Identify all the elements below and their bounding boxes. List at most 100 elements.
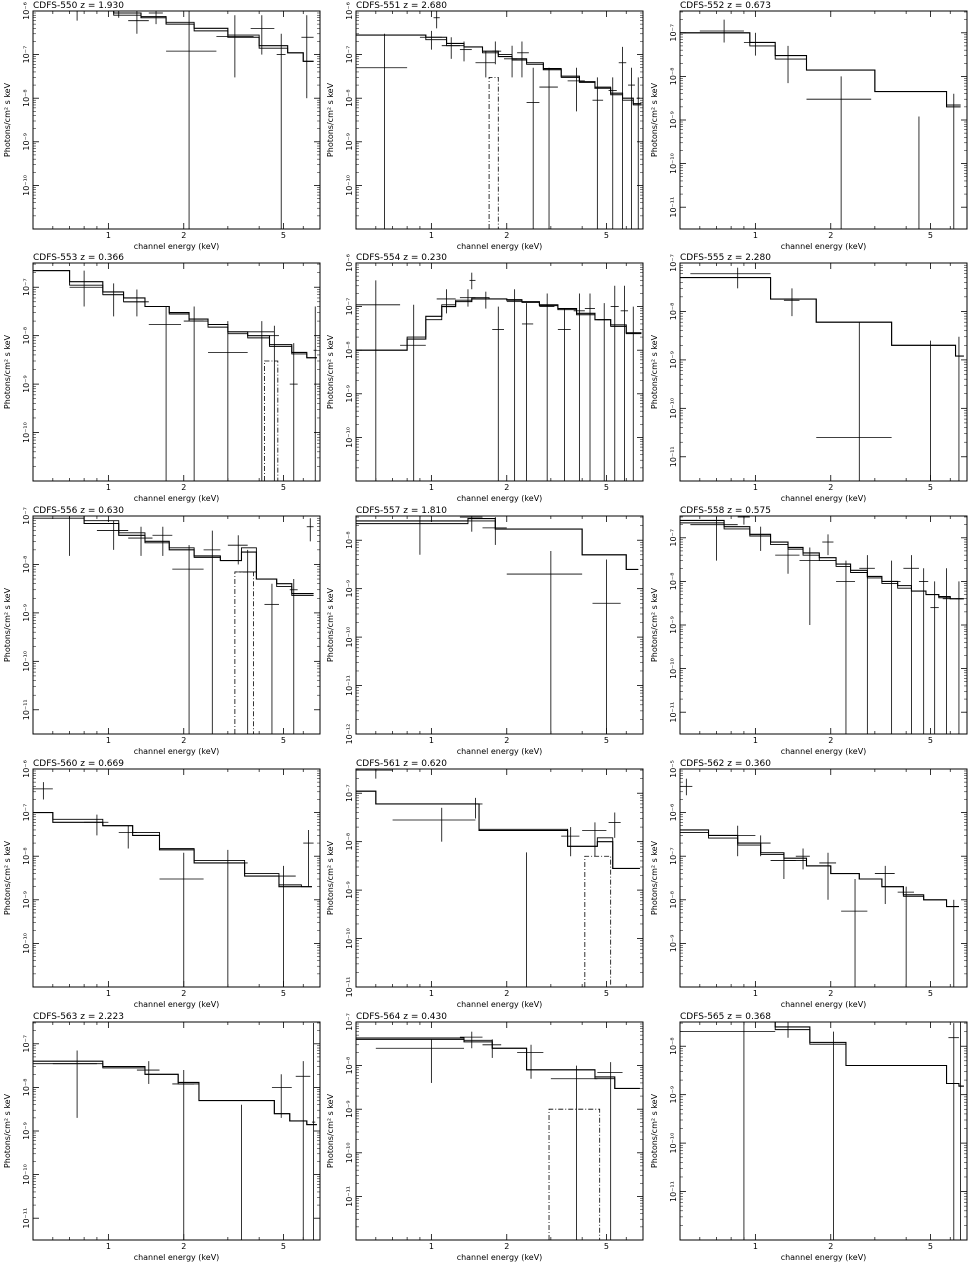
y-tick-label: 10⁻¹¹ <box>669 1181 678 1202</box>
data-point <box>690 267 771 289</box>
data-point <box>573 293 585 481</box>
data-point <box>492 41 502 65</box>
x-tick-label: 5 <box>928 483 933 492</box>
data-point <box>475 51 496 78</box>
model-step-line <box>356 297 642 351</box>
y-tick-label: 10⁻⁹ <box>669 111 678 129</box>
y-tick-label: 10⁻¹⁰ <box>345 627 354 648</box>
data-point <box>492 306 505 481</box>
x-axis-label: channel energy (keV) <box>781 747 867 756</box>
data-point <box>289 579 298 734</box>
x-tick-label: 2 <box>181 1242 186 1251</box>
plot-frame <box>32 262 321 482</box>
y-tick-label: 10⁻⁷ <box>345 46 354 64</box>
data-point <box>203 849 248 987</box>
x-tick-label: 5 <box>604 483 609 492</box>
panel-title: CDFS-552 z = 0.673 <box>680 1 771 11</box>
y-tick-label: 10⁻⁷ <box>345 784 354 802</box>
data-point <box>618 46 627 229</box>
data-point <box>517 1044 544 1079</box>
data-point <box>419 30 442 50</box>
model-step-line <box>680 832 959 908</box>
y-tick-label: 10⁻⁹ <box>22 133 31 151</box>
y-tick-label: 10⁻¹¹ <box>345 1186 354 1207</box>
data-point <box>436 289 456 314</box>
y-tick-label: 10⁻⁸ <box>669 68 678 86</box>
x-tick-label: 5 <box>604 1242 609 1251</box>
y-tick-label: 10⁻⁷ <box>669 24 678 42</box>
y-tick-label: 10⁻⁶ <box>669 804 678 822</box>
x-tick-label: 2 <box>504 989 509 998</box>
model-step-line <box>680 32 961 108</box>
data-point <box>806 76 872 229</box>
data-point <box>952 899 956 987</box>
y-tick-label: 10⁻⁸ <box>22 89 31 107</box>
plot-frame <box>32 515 321 735</box>
data-point <box>597 303 609 481</box>
x-tick-label: 5 <box>281 483 286 492</box>
panel-title: CDFS-550 z = 1.930 <box>33 1 124 11</box>
model-step-line <box>356 34 642 105</box>
spectrum-plot: CDFS-557 z = 1.810 1 2 5 10⁻¹² 10⁻¹¹ 10⁻¹⁰ 10⁻⁹… <box>326 506 644 756</box>
data-point <box>166 11 217 229</box>
x-tick-label: 5 <box>604 989 609 998</box>
spectrum-panel: CDFS-557 z = 1.810 1 2 5 10⁻¹² 10⁻¹¹ 10⁻¹⁰ 10⁻⁹… <box>323 505 646 757</box>
spectrum-plot: CDFS-553 z = 0.366 1 2 5 10⁻¹⁰ 10⁻⁹ 10⁻⁸ 10⁻⁷ ch… <box>3 253 321 503</box>
data-point <box>958 1022 963 1240</box>
spectrum-plot: CDFS-562 z = 0.360 1 2 5 10⁻⁹ 10⁻⁸ 10⁻⁷ 10⁻⁶ 10⁻… <box>650 759 968 1009</box>
x-axis-label: channel energy (keV) <box>781 242 867 251</box>
plot-frame <box>679 262 968 482</box>
x-tick-label: 1 <box>753 483 758 492</box>
model-step-line <box>680 522 964 600</box>
y-axis-label: Photons/cm² s keV <box>326 840 335 915</box>
y-tick-label: 10⁻⁶ <box>22 2 31 20</box>
y-axis-label: Photons/cm² s keV <box>326 587 335 662</box>
data-point <box>775 1022 800 1038</box>
model-step-line <box>680 1021 964 1087</box>
data-point <box>459 1031 483 1049</box>
spectrum-plot: CDFS-552 z = 0.673 1 2 5 10⁻¹¹ 10⁻¹⁰ 10⁻⁹ 10⁻⁸ 1… <box>650 1 968 251</box>
y-tick-label: 10⁻⁹ <box>345 385 354 403</box>
y-tick-label: 10⁻¹⁰ <box>345 427 354 448</box>
x-tick-label: 2 <box>504 736 509 745</box>
plot-frame <box>679 1021 968 1241</box>
x-tick-label: 2 <box>828 736 833 745</box>
y-tick-label: 10⁻⁹ <box>669 1086 678 1104</box>
y-tick-label: 10⁻¹¹ <box>345 977 354 998</box>
data-point <box>375 1039 465 1083</box>
spectrum-plot: CDFS-565 z = 0.368 1 2 5 10⁻¹¹ 10⁻¹⁰ 10⁻⁹ 10⁻⁸ c… <box>650 1012 968 1262</box>
y-tick-label: 10⁻¹¹ <box>669 702 678 723</box>
data-point <box>84 814 109 836</box>
y-tick-label: 10⁻⁸ <box>345 89 354 107</box>
x-axis-label: channel energy (keV) <box>457 242 543 251</box>
x-tick-label: 5 <box>604 736 609 745</box>
y-tick-label: 10⁻⁹ <box>22 1122 31 1140</box>
data-point <box>716 825 756 857</box>
plot-frame <box>355 10 644 230</box>
y-tick-label: 10⁻⁷ <box>669 847 678 865</box>
x-tick-label: 1 <box>429 231 434 240</box>
y-axis-label: Photons/cm² s keV <box>3 334 12 409</box>
model-step-line <box>680 277 964 357</box>
data-point <box>881 560 901 734</box>
y-tick-label: 10⁻¹¹ <box>22 1208 31 1229</box>
data-point <box>592 559 621 734</box>
data-point <box>822 534 834 556</box>
data-point <box>504 45 518 78</box>
panel-title: CDFS-563 z = 2.223 <box>33 1012 124 1022</box>
data-point <box>52 1050 97 1118</box>
y-tick-label: 10⁻⁹ <box>669 616 678 634</box>
x-tick-label: 1 <box>753 1242 758 1251</box>
model-step-line <box>680 519 964 600</box>
y-tick-label: 10⁻¹¹ <box>669 197 678 218</box>
data-point <box>152 526 173 556</box>
data-point <box>203 530 221 734</box>
x-tick-label: 2 <box>181 989 186 998</box>
y-tick-label: 10⁻⁷ <box>22 1035 31 1053</box>
spectrum-plot: CDFS-560 z = 0.669 1 2 5 10⁻¹⁰ 10⁻⁹ 10⁻⁸ 10⁻⁷ 10… <box>3 759 321 1009</box>
component-line <box>264 360 279 481</box>
data-point <box>775 45 800 84</box>
y-tick-label: 10⁻¹⁰ <box>669 658 678 679</box>
y-tick-label: 10⁻⁸ <box>345 833 354 851</box>
y-tick-label: 10⁻⁸ <box>669 303 678 321</box>
